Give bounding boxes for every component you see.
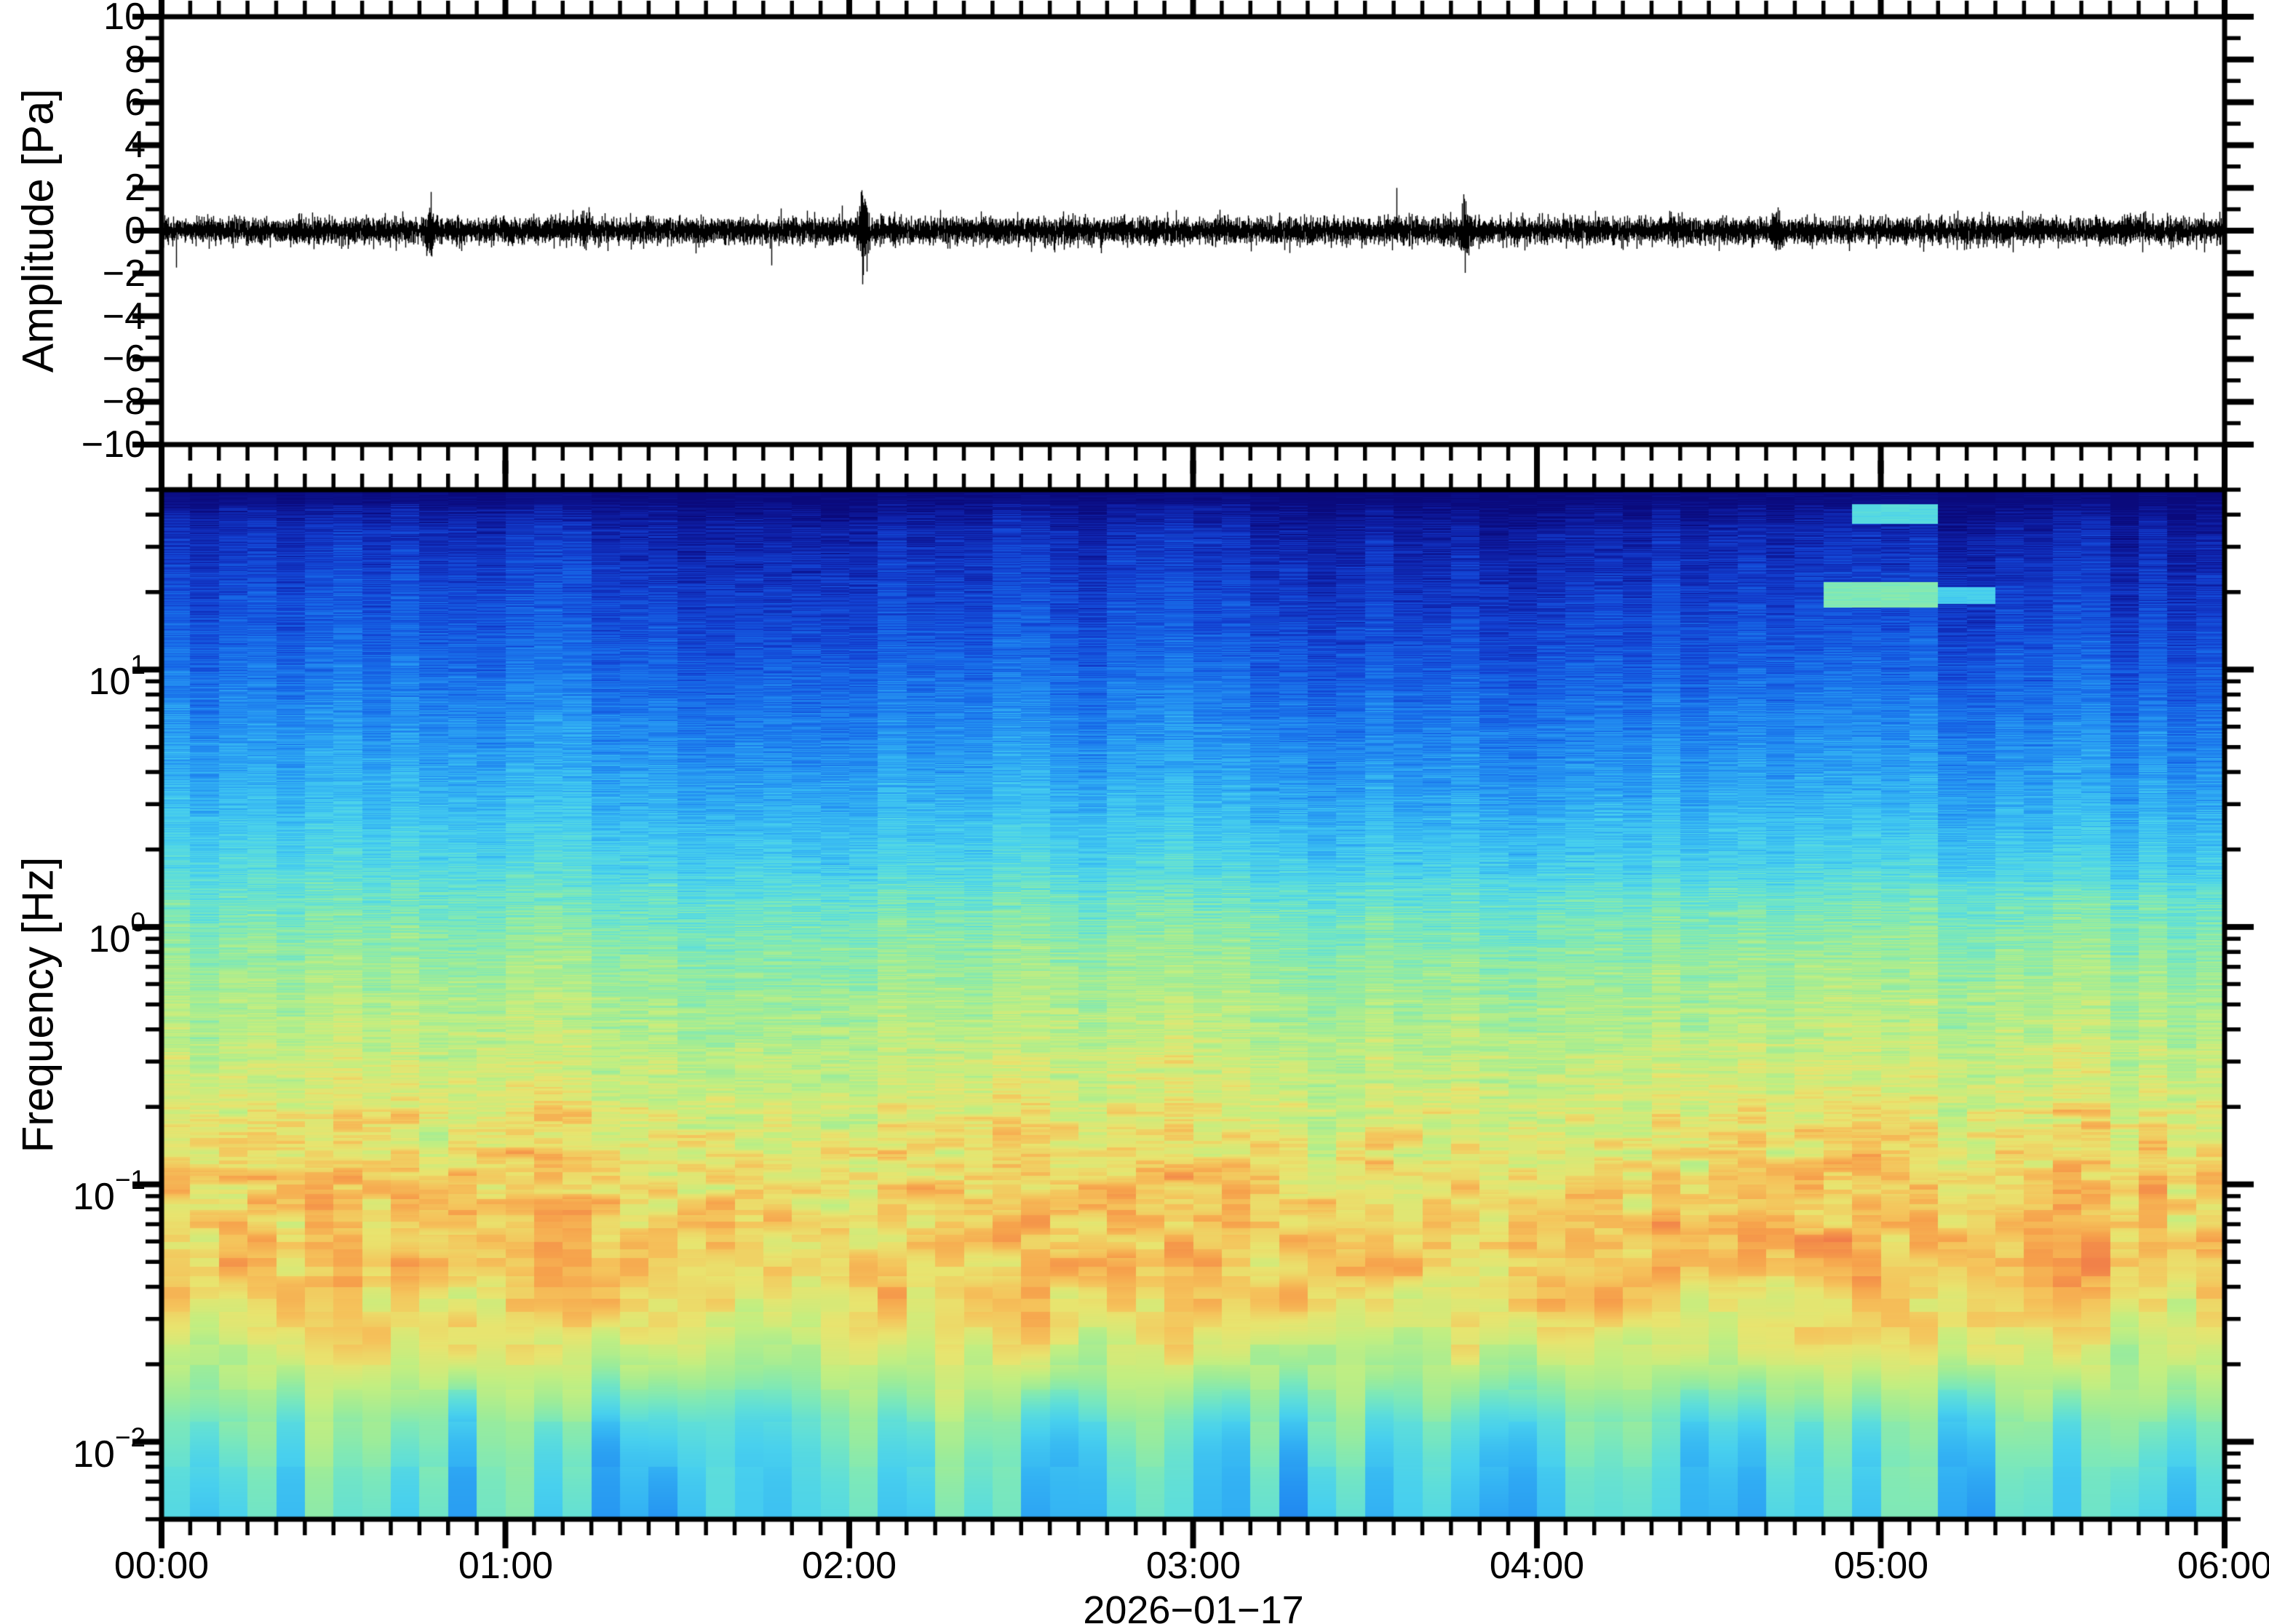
x-tick-label: 02:00 xyxy=(801,1545,897,1587)
x-tick-label: 01:00 xyxy=(458,1545,554,1587)
y-tick-label: −6 xyxy=(102,338,146,380)
y-tick-label: −8 xyxy=(102,381,146,423)
y-tick-label: 6 xyxy=(124,81,146,124)
y-tick-label: 100 xyxy=(88,907,146,960)
y-tick-label: −2 xyxy=(102,252,146,295)
y-tick-label: 4 xyxy=(124,124,146,166)
y-tick-label: 101 xyxy=(88,650,146,703)
date-label: 2026−01−17 xyxy=(1083,1588,1304,1624)
x-tick-label: 03:00 xyxy=(1145,1545,1241,1587)
y-tick-label: 8 xyxy=(124,39,146,81)
x-tick-label: 04:00 xyxy=(1489,1545,1585,1587)
x-tick-label: 06:00 xyxy=(2177,1545,2269,1587)
y-tick-label: 10 xyxy=(103,0,146,38)
x-tick-label: 05:00 xyxy=(1833,1545,1929,1587)
y-tick-label: 2 xyxy=(124,167,146,209)
y-tick-label: −10 xyxy=(81,423,146,466)
y-tick-label: 10−2 xyxy=(72,1422,146,1476)
y-tick-label: 0 xyxy=(124,210,146,252)
x-tick-label: 00:00 xyxy=(114,1545,210,1587)
y-tick-label: 10−1 xyxy=(72,1165,146,1218)
y-tick-label: −4 xyxy=(102,295,146,338)
